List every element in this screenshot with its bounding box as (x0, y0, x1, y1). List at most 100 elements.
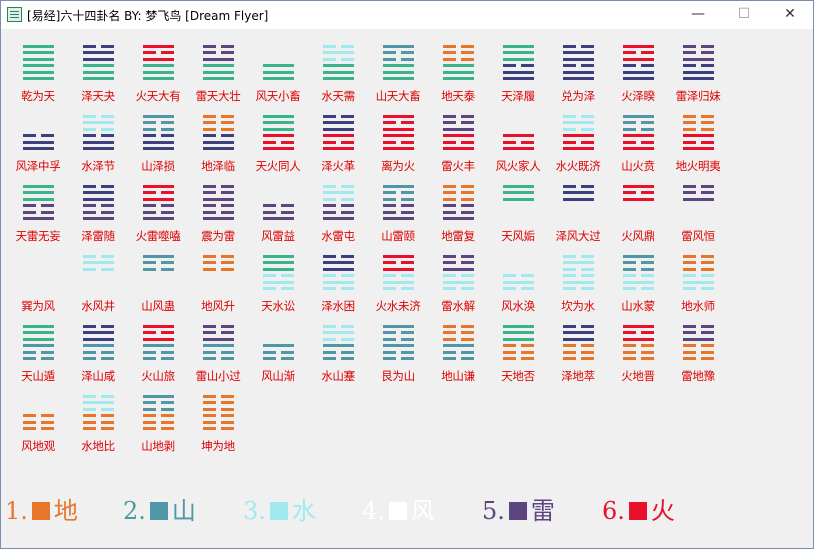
yang-line (23, 280, 54, 284)
yin-line (143, 401, 174, 405)
hexagram-symbol (83, 115, 114, 151)
yin-line (203, 357, 234, 360)
yin-line (383, 51, 414, 55)
yang-line (23, 197, 54, 201)
hexagram-item: 天山遁 (7, 317, 67, 383)
hexagram-symbol (203, 115, 234, 151)
hexagram-name: 地风升 (201, 299, 235, 313)
hexagram-symbol (263, 45, 294, 81)
close-button[interactable]: ✕ (784, 6, 796, 22)
hexagram-name: 坎为水 (561, 299, 595, 313)
yin-line (83, 357, 114, 360)
yin-line (623, 274, 654, 278)
yin-line (683, 287, 714, 290)
yang-line (563, 204, 594, 208)
yang-line (203, 77, 234, 80)
yin-line (443, 204, 474, 208)
hexagram-name: 地火明夷 (675, 159, 721, 173)
yin-line (503, 274, 534, 278)
yin-line (563, 350, 594, 354)
yang-line (143, 140, 174, 144)
yang-line (263, 344, 294, 348)
yang-line (683, 70, 714, 74)
hexagram-item: 山风蛊 (127, 247, 187, 313)
yang-line (323, 51, 354, 55)
yin-line (263, 274, 294, 278)
yang-line (683, 77, 714, 80)
yang-line (263, 325, 294, 328)
legend-item: 6. 火 (602, 491, 675, 531)
yin-line (563, 255, 594, 258)
hexagram-name: 火地晋 (621, 369, 655, 383)
yin-line (203, 115, 234, 118)
yin-line (203, 261, 234, 265)
hexagram-name: 泽风大过 (555, 229, 601, 243)
hexagram-symbol (623, 185, 654, 221)
hexagram-symbol (143, 325, 174, 361)
maximize-button[interactable]: ☐ (737, 6, 751, 22)
yang-line (383, 77, 414, 80)
yang-line (623, 210, 654, 214)
yin-line (503, 64, 534, 68)
yin-line (503, 350, 534, 354)
yin-line (143, 331, 174, 335)
yang-line (623, 115, 654, 118)
hexagram-item: 巽为风 (7, 247, 67, 313)
yin-line (143, 127, 174, 131)
yang-line (383, 185, 414, 188)
legend-name: 水 (291, 497, 316, 525)
yang-line (503, 70, 534, 74)
yang-line (143, 217, 174, 220)
yin-line (623, 287, 654, 290)
hexagram-symbol (83, 255, 114, 291)
yang-line (563, 337, 594, 341)
hexagram-name: 泽天夬 (81, 89, 115, 103)
hexagram-symbol (383, 255, 414, 291)
yang-line (503, 45, 534, 48)
yin-line (323, 185, 354, 188)
hexagram-name: 水泽节 (81, 159, 115, 173)
yin-line (443, 350, 474, 354)
hexagram-item: 天水讼 (247, 247, 307, 313)
hexagram-name: 风山渐 (261, 369, 295, 383)
hexagram-symbol (563, 325, 594, 361)
hexagram-item: 风雷益 (247, 177, 307, 243)
hexagram-name: 震为雷 (201, 229, 235, 243)
yang-line (143, 70, 174, 74)
yin-line (563, 274, 594, 278)
yin-line (383, 287, 414, 290)
hexagram-symbol (203, 395, 234, 431)
yang-line (263, 255, 294, 258)
hexagram-name: 雷泽归妹 (675, 89, 721, 103)
hexagram-symbol (383, 115, 414, 151)
yin-line (443, 140, 474, 144)
yang-line (23, 401, 54, 405)
yin-line (683, 64, 714, 68)
yang-line (203, 140, 234, 144)
yin-line (83, 255, 114, 258)
hexagram-symbol (563, 115, 594, 151)
yin-line (563, 64, 594, 68)
yin-line (323, 140, 354, 144)
hexagram-item: 火地晋 (607, 317, 667, 383)
title-bar[interactable]: [易经]六十四卦名 BY: 梦飞鸟 [Dream Flyer] — ☐ ✕ (1, 1, 813, 29)
hexagram-name: 地水师 (681, 299, 715, 313)
hexagram-name: 泽地萃 (561, 369, 595, 383)
yang-line (83, 331, 114, 335)
yin-line (683, 331, 714, 335)
yang-line (263, 191, 294, 195)
yang-line (623, 204, 654, 208)
yang-line (83, 147, 114, 150)
hexagram-symbol (683, 255, 714, 291)
yang-line (143, 57, 174, 61)
hexagram-item: 乾为天 (7, 37, 67, 103)
yin-line (503, 217, 534, 220)
yang-line (503, 325, 534, 328)
hexagram-symbol (263, 255, 294, 291)
hexagram-name: 风泽中孚 (15, 159, 61, 173)
minimize-button[interactable]: — (691, 6, 705, 22)
hexagram-name: 水雷屯 (321, 229, 355, 243)
yang-line (683, 57, 714, 61)
app-icon[interactable] (7, 7, 22, 22)
